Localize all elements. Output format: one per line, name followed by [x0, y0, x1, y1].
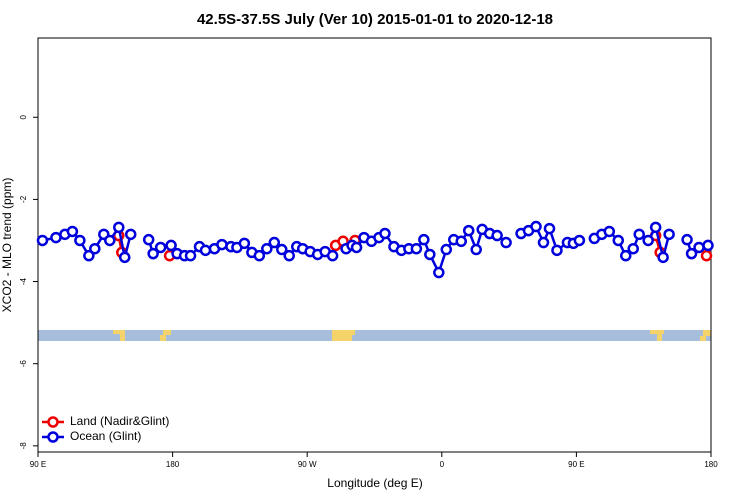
- x-tick-label: 90 E: [30, 460, 46, 469]
- data-point: [113, 221, 125, 234]
- data-point: [350, 241, 363, 254]
- data-point: [142, 233, 155, 246]
- data-point: [530, 220, 542, 233]
- data-point: [326, 249, 339, 262]
- data-point: [410, 242, 423, 255]
- data-point: [276, 243, 288, 256]
- data-point: [253, 249, 266, 262]
- land-patches: [113, 330, 711, 341]
- data-point: [627, 242, 639, 255]
- data-point: [268, 236, 281, 249]
- legend-marker: [47, 431, 59, 443]
- data-point: [184, 249, 197, 262]
- data-point: [500, 236, 512, 249]
- data-point: [216, 238, 228, 251]
- data-point: [462, 224, 475, 237]
- data-point: [693, 241, 705, 254]
- data-point: [543, 222, 556, 235]
- x-tick-label: 90 W: [298, 460, 317, 469]
- data-point: [147, 247, 159, 260]
- x-axis-label: Longitude (deg E): [327, 476, 422, 490]
- data-point: [573, 234, 586, 247]
- y-axis-label: XCO2 - MLO trend (ppm): [0, 178, 14, 313]
- data-point: [657, 251, 669, 264]
- data-point: [612, 234, 625, 247]
- data-point: [238, 237, 251, 250]
- data-point: [649, 221, 662, 234]
- data-point: [74, 234, 86, 247]
- data-point: [36, 234, 49, 247]
- data-point: [83, 249, 95, 262]
- data-point: [89, 242, 101, 255]
- data-point: [642, 234, 654, 247]
- data-point: [633, 228, 645, 241]
- data-point: [154, 241, 167, 254]
- x-tick-label: 0: [440, 460, 445, 469]
- data-point: [470, 243, 482, 256]
- y-tick-label: 0: [19, 114, 28, 119]
- land-mask-band: [38, 330, 711, 341]
- chart-title: 42.5S-37.5S July (Ver 10) 2015-01-01 to …: [197, 11, 553, 28]
- legend-label: Land (Nadir&Glint): [70, 414, 169, 428]
- data-point: [440, 243, 453, 256]
- data-point: [681, 233, 693, 246]
- data-point: [118, 251, 131, 264]
- data-point: [700, 249, 713, 262]
- data-point: [124, 228, 137, 241]
- data-point: [685, 247, 698, 260]
- data-point: [491, 229, 503, 242]
- data-point: [261, 242, 273, 255]
- x-tick-label: 180: [704, 460, 718, 469]
- data-point: [663, 228, 675, 241]
- y-tick-label: -4: [19, 277, 28, 285]
- data-point: [66, 225, 79, 238]
- data-point: [424, 248, 436, 261]
- data-point: [433, 266, 445, 279]
- data-point: [537, 236, 550, 249]
- data-point: [455, 235, 467, 248]
- legend-marker: [47, 416, 59, 428]
- data-point: [551, 244, 563, 257]
- y-tick-label: -6: [19, 360, 28, 368]
- legend-label: Ocean (Glint): [70, 429, 141, 443]
- data-point: [199, 244, 212, 257]
- data-point: [104, 234, 116, 247]
- data-point: [283, 249, 296, 262]
- data-point: [379, 227, 391, 240]
- data-point: [620, 249, 632, 262]
- data-point: [50, 231, 62, 244]
- data-point: [702, 239, 714, 252]
- data-point: [603, 225, 616, 238]
- data-point: [418, 233, 430, 246]
- x-tick-label: 90 E: [568, 460, 584, 469]
- data-point: [165, 239, 177, 252]
- x-tick-label: 180: [166, 460, 180, 469]
- y-tick-label: -2: [19, 195, 28, 203]
- y-tick-label: -8: [19, 442, 28, 450]
